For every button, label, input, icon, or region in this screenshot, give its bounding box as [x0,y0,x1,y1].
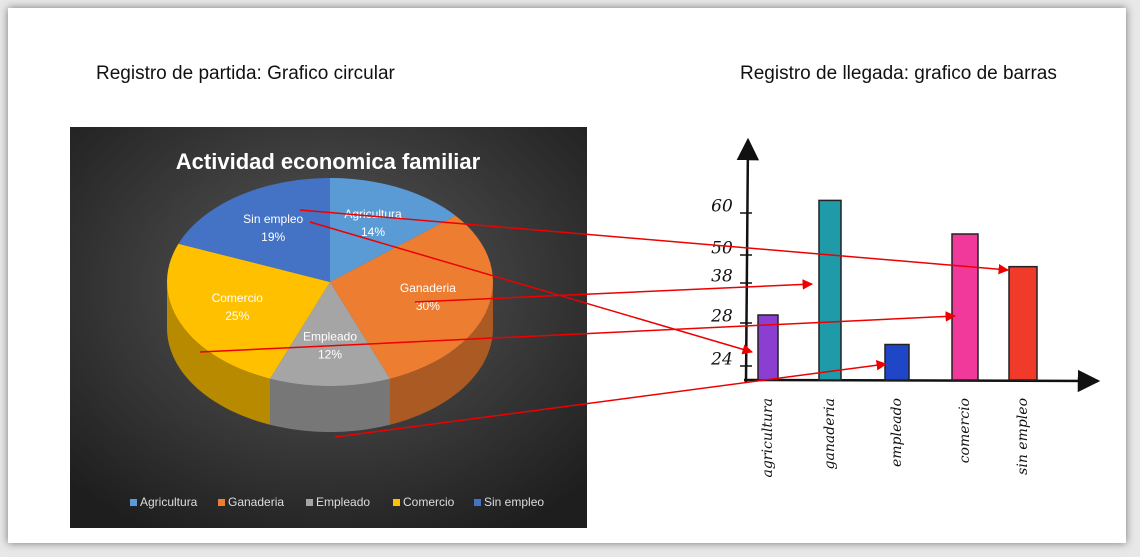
legend-swatch [306,499,313,506]
arrow [299,209,1010,275]
caption-right: Registro de llegada: grafico de barras [740,63,1057,84]
pie-side [269,378,391,432]
slice-value: 14% [361,225,385,239]
slice-label: Comercio [212,291,264,305]
y-tick-label: 60 [711,197,733,217]
legend-swatch [130,499,137,506]
pie-slice [167,243,330,379]
y-tick-label: 50 [711,239,733,259]
slice-value: 25% [225,309,249,323]
legend-swatch [393,499,400,506]
legend-swatch [474,499,481,506]
bar [1008,265,1038,381]
arrows [199,209,1010,438]
x-tick-label: sin empleo [1015,398,1031,475]
bar-chart: 24 28 38 50 60 agricultura ganaderia empleado co… [710,137,1101,478]
slice-label: Empleado [303,330,357,344]
slice-label: Sin empleo [243,212,303,226]
pie-side [167,282,270,425]
y-tick-label: 28 [710,307,733,327]
slice-value: 12% [318,348,342,362]
arrow [334,360,888,438]
caption-left: Registro de partida: Grafico circular [96,63,395,84]
legend-swatch [218,499,225,506]
legend-label: Agricultura [140,495,198,509]
bar [884,343,910,381]
legend-label: Comercio [403,495,455,509]
bar [951,233,979,381]
x-axis [743,369,1101,393]
slice-label: Ganaderia [400,281,456,295]
pie-title: Actividad economica familiar [176,149,481,174]
slice-value: 19% [261,230,285,244]
x-tick-label: ganaderia [822,398,838,469]
arrow [199,311,957,353]
arrow [414,279,814,303]
y-tick-label: 24 [710,350,733,370]
pie-side [390,282,493,425]
pie-slice [330,215,493,379]
pie-slice [178,178,330,282]
legend-label: Empleado [316,495,370,509]
x-tick-label: empleado [889,398,905,467]
slice-value: 30% [416,299,440,313]
x-tick-label: agricultura [760,398,776,478]
legend-label: Ganaderia [228,495,284,509]
pie: Agricultura 14% Ganaderia 30% Empleado 12% Com… [130,178,544,509]
pie-slice [330,178,456,282]
pie-slice [269,282,391,386]
bar [818,199,842,381]
x-tick-label: comercio [957,398,973,463]
y-tick-label: 38 [711,267,733,287]
legend-label: Sin empleo [484,495,544,509]
arrow [309,221,754,355]
y-axis [736,137,760,383]
